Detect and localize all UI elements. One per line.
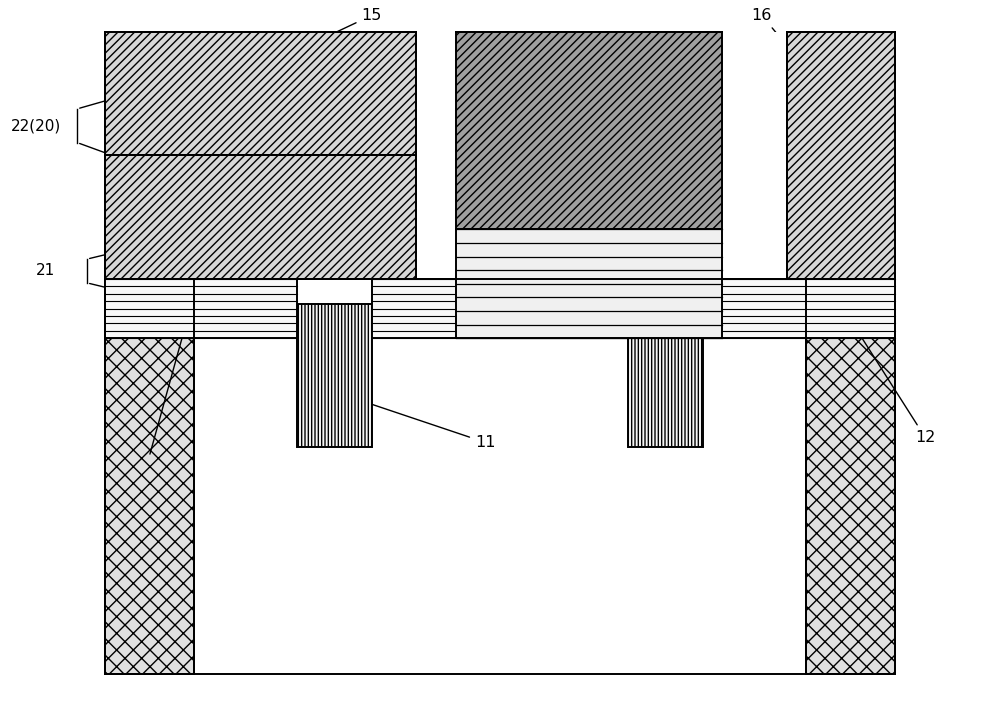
Bar: [105, 294, 194, 674]
Bar: [628, 304, 703, 447]
Text: 22(20): 22(20): [11, 118, 61, 133]
Text: 13: 13: [150, 307, 199, 454]
Bar: [456, 229, 722, 338]
Text: 11: 11: [325, 389, 495, 450]
Bar: [297, 304, 372, 447]
Bar: [806, 294, 895, 674]
Bar: [703, 279, 895, 338]
Text: 212: 212: [157, 225, 223, 251]
Bar: [105, 279, 297, 338]
Bar: [105, 32, 416, 279]
Text: 14: 14: [651, 161, 748, 217]
Bar: [722, 32, 787, 279]
Text: 15: 15: [255, 8, 382, 70]
Text: 16: 16: [752, 8, 814, 79]
Text: 12: 12: [857, 331, 935, 445]
Bar: [416, 32, 456, 279]
Text: 211: 211: [157, 263, 223, 290]
Bar: [787, 32, 895, 279]
Bar: [456, 32, 722, 229]
Bar: [194, 279, 806, 304]
Text: 21: 21: [36, 263, 55, 278]
Text: 222(202): 222(202): [157, 55, 263, 90]
Bar: [194, 309, 806, 674]
Text: 221(201): 221(201): [157, 170, 263, 199]
Bar: [105, 279, 895, 304]
Bar: [372, 279, 628, 338]
